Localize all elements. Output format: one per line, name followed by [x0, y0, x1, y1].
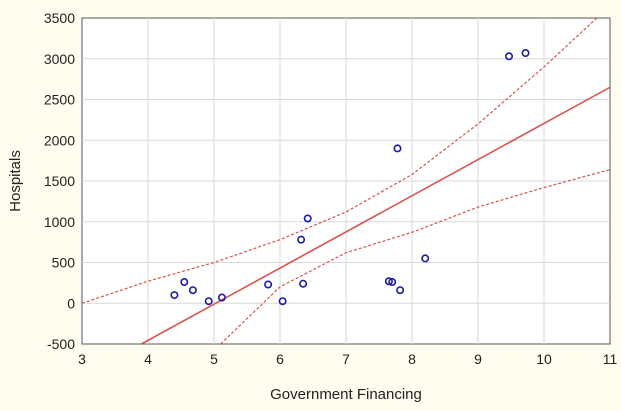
regression-line	[141, 86, 610, 344]
y-tick-label: -500	[47, 336, 75, 352]
x-tick-label: 7	[342, 351, 350, 367]
y-tick-label: 0	[67, 295, 75, 311]
data-point	[303, 214, 312, 223]
x-tick-label: 3	[78, 351, 86, 367]
data-point	[505, 52, 514, 61]
x-tick-label: 10	[536, 351, 552, 367]
regression-line-group	[141, 86, 610, 344]
data-point	[217, 293, 226, 302]
y-tick-label: 2000	[44, 132, 75, 148]
y-tick-label: 1500	[44, 173, 75, 189]
data-point	[188, 286, 197, 295]
x-tick-labels: 3 4 5 6 7 8 9 10 11	[78, 351, 617, 367]
data-point	[396, 286, 405, 295]
data-point	[388, 278, 397, 287]
grid-lines	[82, 18, 610, 344]
confidence-upper-line	[82, 18, 598, 304]
data-point	[180, 278, 189, 287]
data-point	[521, 49, 530, 58]
y-tick-label: 3000	[44, 51, 75, 67]
data-point	[384, 277, 393, 286]
x-axis-title: Government Financing	[270, 386, 422, 403]
x-tick-label: 6	[276, 351, 284, 367]
data-point	[170, 291, 179, 300]
y-tick-label: 2500	[44, 92, 75, 108]
y-tick-label: 500	[52, 255, 76, 271]
data-point	[393, 144, 402, 153]
data-point	[421, 254, 430, 263]
y-tick-label: 1000	[44, 214, 75, 230]
data-point	[278, 297, 287, 306]
y-axis-title: Hospitals	[7, 150, 24, 212]
x-tick-label: 11	[603, 351, 618, 367]
y-tick-labels: -500 0 500 1000 1500 2000 2500 3000 3500	[44, 10, 75, 352]
x-tick-label: 4	[144, 351, 152, 367]
y-tick-label: 3500	[44, 10, 75, 26]
data-point	[204, 297, 213, 306]
confidence-lower-line	[220, 169, 610, 344]
x-tick-label: 8	[408, 351, 416, 367]
confidence-bands	[82, 18, 610, 344]
data-point	[299, 279, 308, 288]
data-points	[170, 49, 530, 306]
x-tick-label: 5	[210, 351, 218, 367]
x-tick-label: 9	[474, 351, 482, 367]
data-point	[297, 235, 306, 244]
data-point	[264, 280, 273, 289]
